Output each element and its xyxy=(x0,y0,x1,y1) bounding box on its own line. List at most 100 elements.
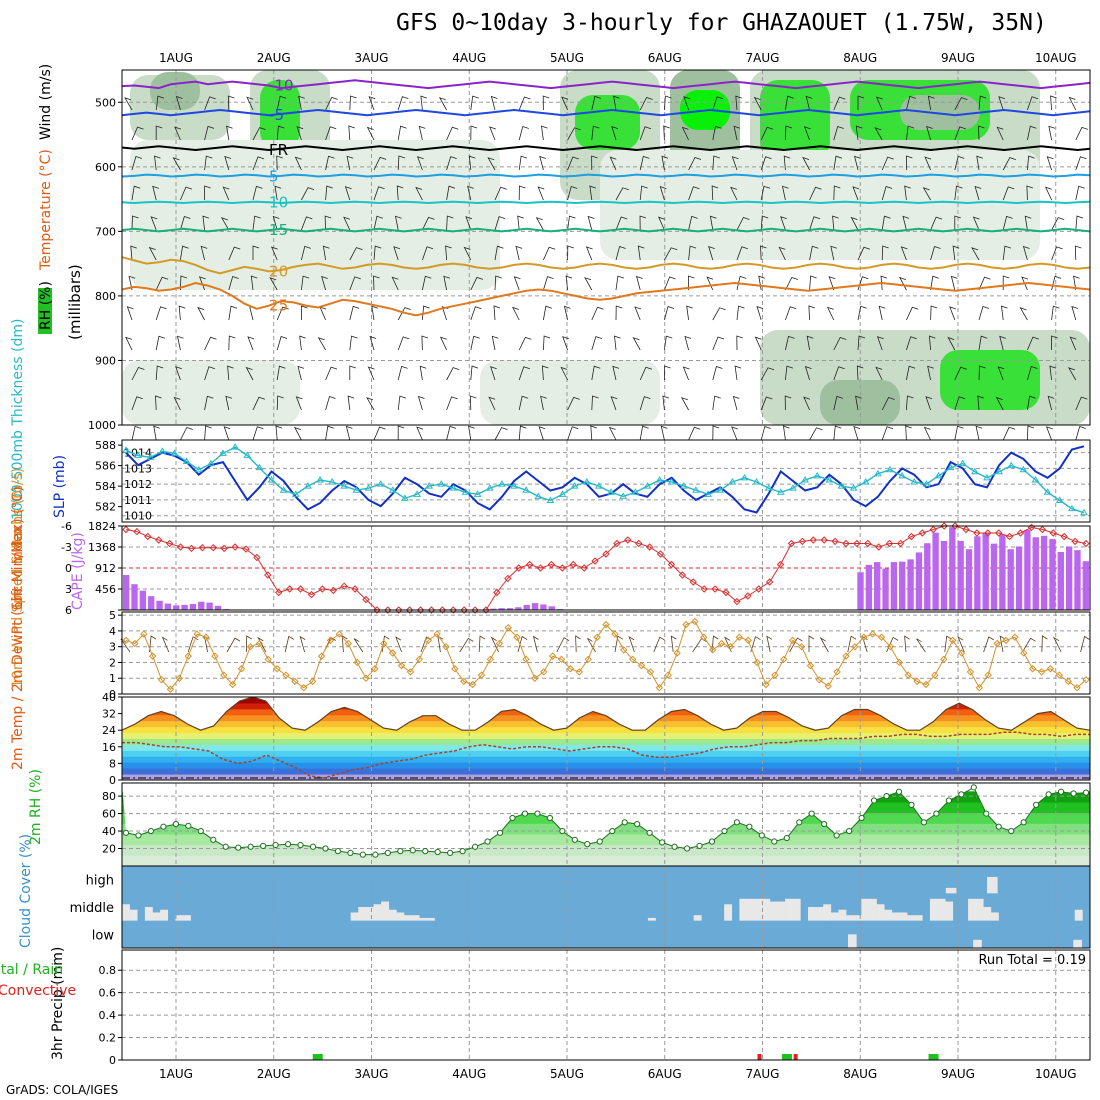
wind-barb xyxy=(470,335,480,351)
cloud-cell xyxy=(987,876,998,894)
precip-bar xyxy=(312,1054,323,1060)
wind-barb xyxy=(802,156,810,171)
wind-barb xyxy=(760,156,772,171)
thickness-marker xyxy=(498,480,506,487)
wind-speed-marker xyxy=(415,655,424,664)
cape-bar xyxy=(932,532,939,610)
rh-patch xyxy=(122,360,300,425)
cape-bar xyxy=(915,552,923,610)
wind-barb xyxy=(972,216,980,231)
rh2m-axis-label: 2m RH (%) xyxy=(28,769,44,845)
wind-barb xyxy=(567,396,580,411)
cape-bar xyxy=(189,604,197,610)
y-tick-label: 800 xyxy=(95,290,116,303)
cape-bar xyxy=(907,559,914,610)
y-tick-label: 40 xyxy=(102,691,116,704)
thickness-tick-label: 586 xyxy=(95,460,116,473)
wind-barb xyxy=(446,396,458,411)
thickness-axis-label: 1000-500mb Thickness (dm) xyxy=(10,319,26,520)
lifted-index-marker xyxy=(187,544,196,553)
cape-bar xyxy=(1082,561,1089,610)
wind-speed-marker xyxy=(531,674,539,682)
wind-barb xyxy=(247,336,255,351)
wind-speed-marker xyxy=(397,661,406,670)
rh-marker xyxy=(721,827,728,835)
isotherm-line xyxy=(121,173,1091,178)
thickness-marker xyxy=(934,471,943,479)
y-tick-label: 16 xyxy=(102,741,116,754)
wind-barb xyxy=(491,335,499,351)
thickness-marker xyxy=(692,486,700,493)
wind-barb xyxy=(954,185,963,201)
temperature-band xyxy=(122,762,1090,769)
wind-barb xyxy=(150,216,158,231)
cloud-cell xyxy=(846,915,855,921)
wind-barb xyxy=(783,155,791,171)
x-date-label-bottom: 7AUG xyxy=(746,1067,780,1081)
wind-barb xyxy=(1002,157,1016,171)
wind-speed-marker xyxy=(771,671,779,679)
cloud-cell xyxy=(945,887,957,894)
cloud-level-label: middle xyxy=(70,901,114,916)
wind-barb xyxy=(395,636,402,653)
thickness-marker xyxy=(958,459,967,467)
wind-barb xyxy=(154,155,161,171)
rh-marker xyxy=(833,832,840,839)
isotherm-line xyxy=(121,227,1091,233)
wind-barb xyxy=(944,635,952,653)
lifted-index-marker xyxy=(198,543,207,552)
wind-barb xyxy=(228,275,239,291)
precip-bar xyxy=(757,1054,762,1060)
wind-barb xyxy=(155,395,162,411)
wind-barb xyxy=(853,425,861,441)
wind-barb xyxy=(518,155,528,171)
wind-barb xyxy=(930,216,943,231)
temperature-band xyxy=(122,744,1090,751)
lifted-index-tick-label: 3 xyxy=(65,583,72,596)
wind-barb xyxy=(974,185,982,201)
wind-barb xyxy=(421,335,429,351)
cape-bar xyxy=(857,572,864,610)
wind-barb xyxy=(662,395,670,411)
wind-barb xyxy=(197,306,205,321)
cape-bar xyxy=(1065,546,1073,610)
lifted-index-marker xyxy=(733,597,741,606)
x-date-label-bottom: 8AUG xyxy=(843,1067,877,1081)
wind-barb xyxy=(977,395,984,411)
lifted-index-marker xyxy=(907,532,916,541)
thickness-marker xyxy=(801,476,809,483)
wind-barb xyxy=(494,186,507,201)
wind-speed-marker xyxy=(984,671,992,679)
wind-speed-marker xyxy=(451,665,459,673)
wind-speed-marker xyxy=(131,639,139,648)
thickness-marker xyxy=(522,486,531,493)
wind-barb xyxy=(325,96,338,111)
lifted-index-axis-label: Lifted Index xyxy=(10,526,26,608)
wind-barb xyxy=(325,425,334,441)
wind-barb xyxy=(780,216,787,231)
cape-bar xyxy=(548,606,555,610)
wind-barb xyxy=(682,366,690,381)
wind-barb xyxy=(295,396,303,411)
thickness-marker xyxy=(970,467,979,475)
wind-barb xyxy=(688,186,700,201)
wind-barb xyxy=(954,97,968,111)
cloud-cell xyxy=(807,907,816,921)
wind-barb xyxy=(760,367,775,381)
wind-barb xyxy=(124,97,133,111)
cloud-cell xyxy=(823,904,832,921)
cape-bar xyxy=(515,607,522,610)
wind10m-axis-label: 10m Wind Speed & Barbs (m/s) xyxy=(10,468,26,688)
wind-barb xyxy=(298,95,305,111)
rh-marker xyxy=(683,845,691,852)
wind-barb xyxy=(297,365,305,381)
wind-barb xyxy=(804,365,812,381)
wind-speed-marker xyxy=(895,658,904,667)
cloud-cell xyxy=(929,898,938,921)
wind-barb xyxy=(1046,156,1054,171)
wind-barb xyxy=(518,185,526,201)
wind-barb xyxy=(1024,215,1032,231)
wind-barb xyxy=(976,155,983,171)
lifted-index-marker xyxy=(285,585,294,593)
y-tick-label: 600 xyxy=(95,161,116,174)
